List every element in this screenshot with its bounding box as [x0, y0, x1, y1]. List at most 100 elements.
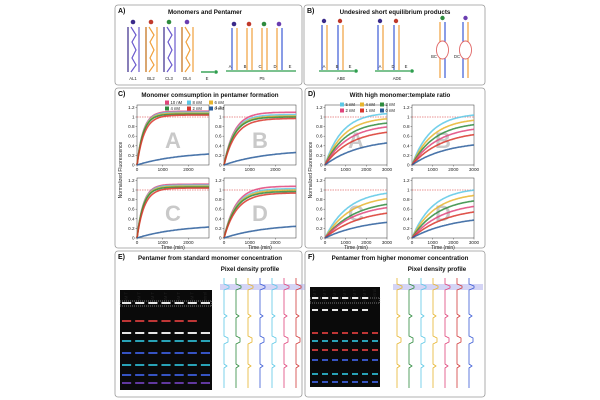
- series-line-5-nM: [324, 112, 388, 166]
- gel-band: [362, 332, 368, 334]
- hairpin-loop: [166, 26, 173, 73]
- gel-band: [332, 332, 338, 334]
- gel-band: [174, 340, 184, 342]
- series-line-1-nM: [324, 131, 388, 166]
- gel-band: [174, 320, 184, 322]
- density-profile-line: [468, 278, 475, 388]
- x-tick-label: 0: [411, 240, 414, 245]
- gel-band: [312, 381, 318, 383]
- y-tick-label: 0.6: [128, 134, 135, 139]
- gel-band: [372, 381, 378, 383]
- y-tick-label: 1.2: [316, 105, 323, 110]
- legend-swatch: [360, 108, 364, 113]
- x-axis-label: Time (min): [161, 245, 185, 251]
- y-tick-label: 1: [132, 115, 135, 120]
- y-tick-label: 0.6: [128, 207, 135, 212]
- gel-band: [187, 332, 197, 334]
- gel-band: [342, 373, 348, 375]
- x-tick-label: 1000: [341, 167, 352, 172]
- gel-band: [372, 359, 378, 361]
- gel-band: [312, 340, 318, 342]
- gel-band: [200, 364, 210, 366]
- series-line-4-nM: [223, 116, 296, 166]
- series-line-4-nM: [411, 119, 475, 166]
- pentamer-part: C: [258, 64, 261, 69]
- series-line-4-nM: [136, 186, 209, 239]
- lane-label: 10 nM T: [189, 292, 194, 308]
- legend-swatch: [209, 106, 213, 111]
- gel-band: [187, 302, 197, 304]
- y-tick-label: 0.2: [215, 153, 222, 158]
- series-line-0-nM: [324, 142, 388, 166]
- y-tick-label: 0.2: [403, 153, 410, 158]
- gel-band: [322, 359, 328, 361]
- x-tick-label: 3000: [382, 167, 393, 172]
- legend-swatch: [340, 108, 344, 113]
- x-tick-label: 2000: [183, 240, 194, 245]
- y-tick-label: 0.4: [316, 216, 323, 221]
- gel-band: [148, 382, 158, 384]
- series-line-0-nM: [136, 226, 209, 239]
- y-tick-label: 0.4: [215, 143, 222, 148]
- gel-band: [332, 349, 338, 351]
- panel-c-plots: A00.20.40.60.811.20 1000 2000B00.20.40.60.…: [128, 104, 297, 251]
- y-tick-label: 0.8: [403, 197, 410, 202]
- pentamer-dot: [246, 21, 252, 27]
- gel-band: [312, 309, 318, 311]
- legend-entry: 8 nM: [193, 100, 203, 105]
- plot-frame: [324, 104, 388, 166]
- x-tick-label: 1000: [245, 240, 256, 245]
- series-line-2-nM: [223, 192, 297, 239]
- legend-entry: 4 nM: [171, 106, 181, 111]
- hairpin-loop: [148, 26, 155, 73]
- panel-d-ylabel: Normalized Fluorescence: [308, 141, 314, 198]
- legend-swatch: [165, 100, 169, 105]
- y-tick-label: 0.6: [403, 207, 410, 212]
- x-tick-label: 3000: [469, 167, 480, 172]
- gel-band: [352, 309, 358, 311]
- pixel-density-profile-higher: [393, 278, 483, 388]
- density-profile-line: [235, 278, 242, 388]
- gel-band: [322, 373, 328, 375]
- subplot-letter: C: [165, 201, 181, 226]
- gel-band: [362, 340, 368, 342]
- x-axis-label: Time (min): [248, 245, 272, 251]
- plot-frame: [136, 177, 210, 239]
- series-line-1-nM: [324, 212, 388, 239]
- pentamer-part: A: [229, 64, 232, 69]
- legend-entry: 4 nM: [366, 102, 376, 107]
- product-part: D: [391, 64, 394, 69]
- gel-band: [372, 349, 378, 351]
- gel-band: [122, 320, 132, 322]
- x-tick-label: 2000: [183, 167, 194, 172]
- panel-d: D) With high monomer:template ratio Norm…: [304, 87, 486, 251]
- strand-e-dot: [214, 70, 218, 74]
- series-line-0-nM: [411, 144, 475, 166]
- gel-band: [322, 349, 328, 351]
- panel-d-label: D): [308, 91, 315, 98]
- gel-band: [135, 340, 145, 342]
- gel-band: [161, 352, 171, 354]
- gel-band: [322, 332, 328, 334]
- pentamer-part: E: [289, 64, 292, 69]
- series-line-2-nM: [411, 128, 475, 166]
- series-line-10-nM: [223, 111, 297, 166]
- y-tick-label: 0.4: [128, 216, 135, 221]
- gel-band: [187, 352, 197, 354]
- x-tick-label: 2000: [270, 240, 281, 245]
- y-tick-label: 0: [320, 163, 323, 168]
- series-line-3-nM: [324, 203, 388, 239]
- pentamer-part: D: [273, 64, 276, 69]
- y-tick-label: 0.6: [316, 134, 323, 139]
- gel-band: [372, 373, 378, 375]
- legend-entry: 0 nM: [386, 108, 396, 113]
- x-tick-label: 2000: [448, 167, 459, 172]
- subplot-letter: A: [165, 128, 181, 153]
- product-part: E: [405, 64, 408, 69]
- gel-band: [148, 332, 158, 334]
- series-line-1-nM: [411, 133, 475, 166]
- lane-label: 3 nM T: [342, 289, 347, 302]
